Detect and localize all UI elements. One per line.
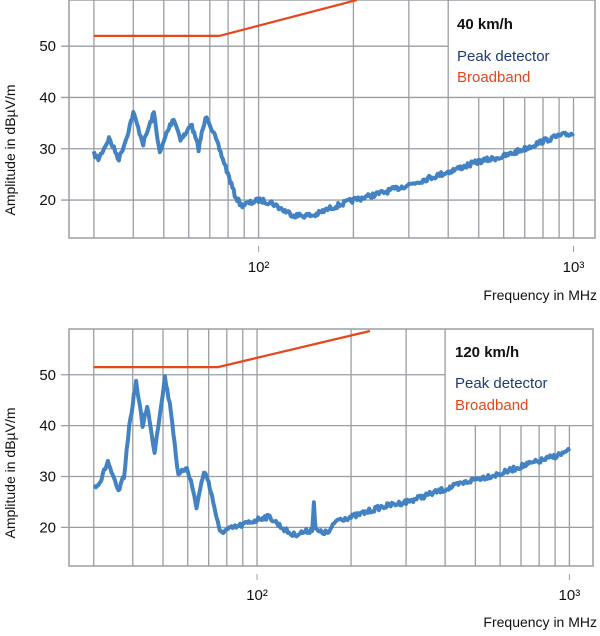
x-tick-label: 10² — [246, 587, 268, 604]
plot-frame — [68, 328, 594, 567]
legend-broadband: Broadband — [457, 69, 530, 86]
y-axis-label: Amplitude in dBµV/m — [2, 84, 18, 215]
y-axis-label: Amplitude in dBµV/m — [2, 407, 18, 538]
plot-frame — [68, 0, 596, 239]
legend-title: 40 km/h — [457, 16, 513, 33]
broadband-limit-line — [93, 329, 371, 369]
y-tick-label: 40 — [39, 89, 56, 106]
x-axis-label: Frequency in MHz — [483, 287, 597, 303]
y-tick-label: 20 — [39, 519, 56, 536]
chart-120kmh: Amplitude in dBµV/m Frequency in MHz 120… — [2, 328, 597, 630]
y-tick-label: 50 — [39, 38, 56, 55]
legend-peak-detector: Peak detector — [457, 48, 550, 65]
peak-detector-trace — [91, 110, 575, 220]
y-tick-label: 50 — [39, 367, 56, 384]
peak-detector-trace — [92, 374, 572, 539]
legend-broadband: Broadband — [455, 397, 528, 414]
chart-40kmh: Amplitude in dBµV/m Frequency in MHz 40 … — [2, 0, 597, 303]
y-tick-label: 20 — [39, 192, 56, 209]
broadband-limit-line — [93, 0, 358, 38]
y-tick-label: 30 — [39, 141, 56, 158]
y-tick-label: 30 — [39, 468, 56, 485]
x-tick-label: 10³ — [559, 587, 581, 604]
grid — [61, 0, 596, 239]
legend-title: 120 km/h — [455, 344, 519, 361]
x-tick-label: 10³ — [563, 259, 585, 276]
y-tick-label: 40 — [39, 418, 56, 435]
grid — [61, 328, 594, 567]
x-tick-label: 10² — [248, 259, 270, 276]
x-axis-label: Frequency in MHz — [483, 614, 597, 630]
legend-peak-detector: Peak detector — [455, 375, 548, 392]
